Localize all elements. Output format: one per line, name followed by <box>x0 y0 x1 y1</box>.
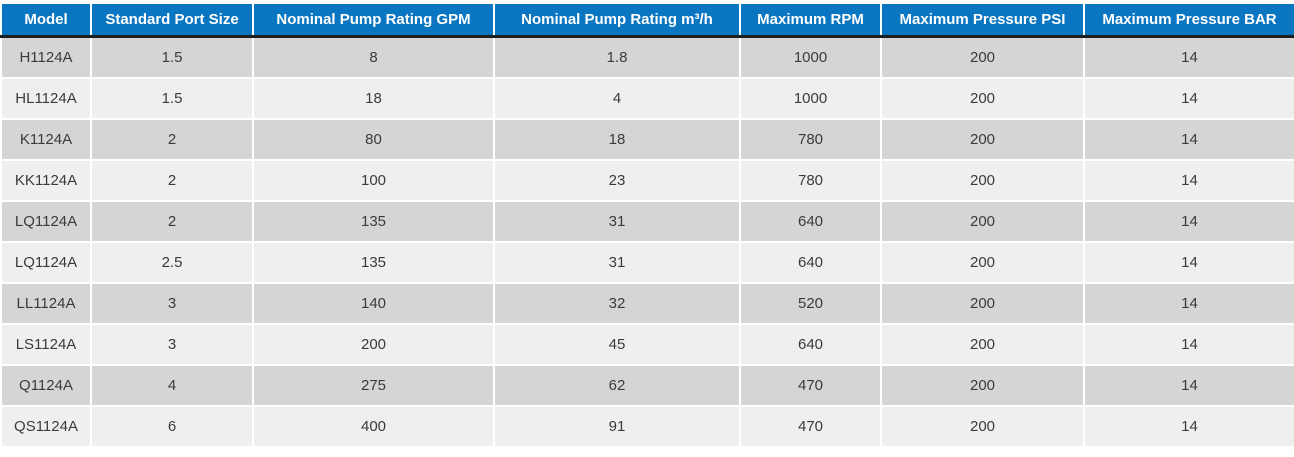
cell-psi: 200 <box>880 364 1085 407</box>
table-row: QS1124A 6 400 91 470 200 14 <box>0 405 1294 448</box>
cell-m3h: 45 <box>493 323 741 366</box>
cell-model: KK1124A <box>0 159 92 202</box>
cell-gpm: 100 <box>252 159 495 202</box>
cell-m3h: 32 <box>493 282 741 325</box>
table-row: KK1124A 2 100 23 780 200 14 <box>0 159 1294 202</box>
cell-bar: 14 <box>1083 200 1294 243</box>
table-row: LQ1124A 2.5 135 31 640 200 14 <box>0 241 1294 284</box>
cell-rpm: 1000 <box>739 35 882 79</box>
cell-model: HL1124A <box>0 77 92 120</box>
column-header-pump-rating-gpm: Nominal Pump Rating GPM <box>252 2 495 38</box>
cell-m3h: 1.8 <box>493 35 741 79</box>
cell-m3h: 31 <box>493 241 741 284</box>
column-header-maximum-pressure-psi: Maximum Pressure PSI <box>880 2 1085 38</box>
cell-psi: 200 <box>880 118 1085 161</box>
cell-m3h: 31 <box>493 200 741 243</box>
cell-model: LQ1124A <box>0 200 92 243</box>
cell-psi: 200 <box>880 35 1085 79</box>
cell-port-size: 2 <box>90 200 254 243</box>
table-row: Q1124A 4 275 62 470 200 14 <box>0 364 1294 407</box>
cell-port-size: 4 <box>90 364 254 407</box>
table-row: HL1124A 1.5 18 4 1000 200 14 <box>0 77 1294 120</box>
cell-model: LS1124A <box>0 323 92 366</box>
cell-m3h: 4 <box>493 77 741 120</box>
pump-specs-table: Model Standard Port Size Nominal Pump Ra… <box>0 2 1294 448</box>
table-row: LQ1124A 2 135 31 640 200 14 <box>0 200 1294 243</box>
cell-m3h: 18 <box>493 118 741 161</box>
cell-gpm: 135 <box>252 200 495 243</box>
table-header: Model Standard Port Size Nominal Pump Ra… <box>0 2 1294 38</box>
cell-rpm: 780 <box>739 159 882 202</box>
cell-port-size: 1.5 <box>90 77 254 120</box>
cell-m3h: 62 <box>493 364 741 407</box>
cell-port-size: 1.5 <box>90 35 254 79</box>
cell-gpm: 135 <box>252 241 495 284</box>
cell-gpm: 200 <box>252 323 495 366</box>
column-header-pump-rating-m3h: Nominal Pump Rating m³/h <box>493 2 741 38</box>
cell-rpm: 640 <box>739 241 882 284</box>
cell-model: LQ1124A <box>0 241 92 284</box>
cell-gpm: 18 <box>252 77 495 120</box>
cell-rpm: 780 <box>739 118 882 161</box>
table-row: LL1124A 3 140 32 520 200 14 <box>0 282 1294 325</box>
cell-bar: 14 <box>1083 35 1294 79</box>
cell-psi: 200 <box>880 405 1085 448</box>
column-header-standard-port-size: Standard Port Size <box>90 2 254 38</box>
cell-model: Q1124A <box>0 364 92 407</box>
cell-model: H1124A <box>0 35 92 79</box>
cell-port-size: 2 <box>90 159 254 202</box>
cell-gpm: 400 <box>252 405 495 448</box>
cell-psi: 200 <box>880 159 1085 202</box>
cell-gpm: 80 <box>252 118 495 161</box>
cell-rpm: 470 <box>739 405 882 448</box>
table-row: K1124A 2 80 18 780 200 14 <box>0 118 1294 161</box>
cell-psi: 200 <box>880 77 1085 120</box>
cell-gpm: 8 <box>252 35 495 79</box>
cell-port-size: 3 <box>90 282 254 325</box>
cell-gpm: 275 <box>252 364 495 407</box>
cell-port-size: 2 <box>90 118 254 161</box>
cell-rpm: 640 <box>739 323 882 366</box>
cell-rpm: 1000 <box>739 77 882 120</box>
cell-psi: 200 <box>880 323 1085 366</box>
column-header-model: Model <box>0 2 92 38</box>
cell-rpm: 640 <box>739 200 882 243</box>
cell-m3h: 91 <box>493 405 741 448</box>
table-body: H1124A 1.5 8 1.8 1000 200 14 HL1124A 1.5 18 4 1000 2… <box>0 35 1294 448</box>
cell-model: LL1124A <box>0 282 92 325</box>
cell-rpm: 520 <box>739 282 882 325</box>
cell-m3h: 23 <box>493 159 741 202</box>
cell-bar: 14 <box>1083 241 1294 284</box>
cell-bar: 14 <box>1083 323 1294 366</box>
cell-bar: 14 <box>1083 118 1294 161</box>
table-row: H1124A 1.5 8 1.8 1000 200 14 <box>0 35 1294 79</box>
cell-psi: 200 <box>880 282 1085 325</box>
column-header-maximum-pressure-bar: Maximum Pressure BAR <box>1083 2 1294 38</box>
cell-psi: 200 <box>880 200 1085 243</box>
header-row: Model Standard Port Size Nominal Pump Ra… <box>0 2 1294 38</box>
cell-psi: 200 <box>880 241 1085 284</box>
cell-rpm: 470 <box>739 364 882 407</box>
cell-bar: 14 <box>1083 282 1294 325</box>
cell-model: QS1124A <box>0 405 92 448</box>
cell-port-size: 6 <box>90 405 254 448</box>
cell-port-size: 3 <box>90 323 254 366</box>
column-header-maximum-rpm: Maximum RPM <box>739 2 882 38</box>
cell-bar: 14 <box>1083 405 1294 448</box>
cell-bar: 14 <box>1083 159 1294 202</box>
cell-model: K1124A <box>0 118 92 161</box>
cell-bar: 14 <box>1083 77 1294 120</box>
cell-gpm: 140 <box>252 282 495 325</box>
cell-bar: 14 <box>1083 364 1294 407</box>
table-row: LS1124A 3 200 45 640 200 14 <box>0 323 1294 366</box>
cell-port-size: 2.5 <box>90 241 254 284</box>
